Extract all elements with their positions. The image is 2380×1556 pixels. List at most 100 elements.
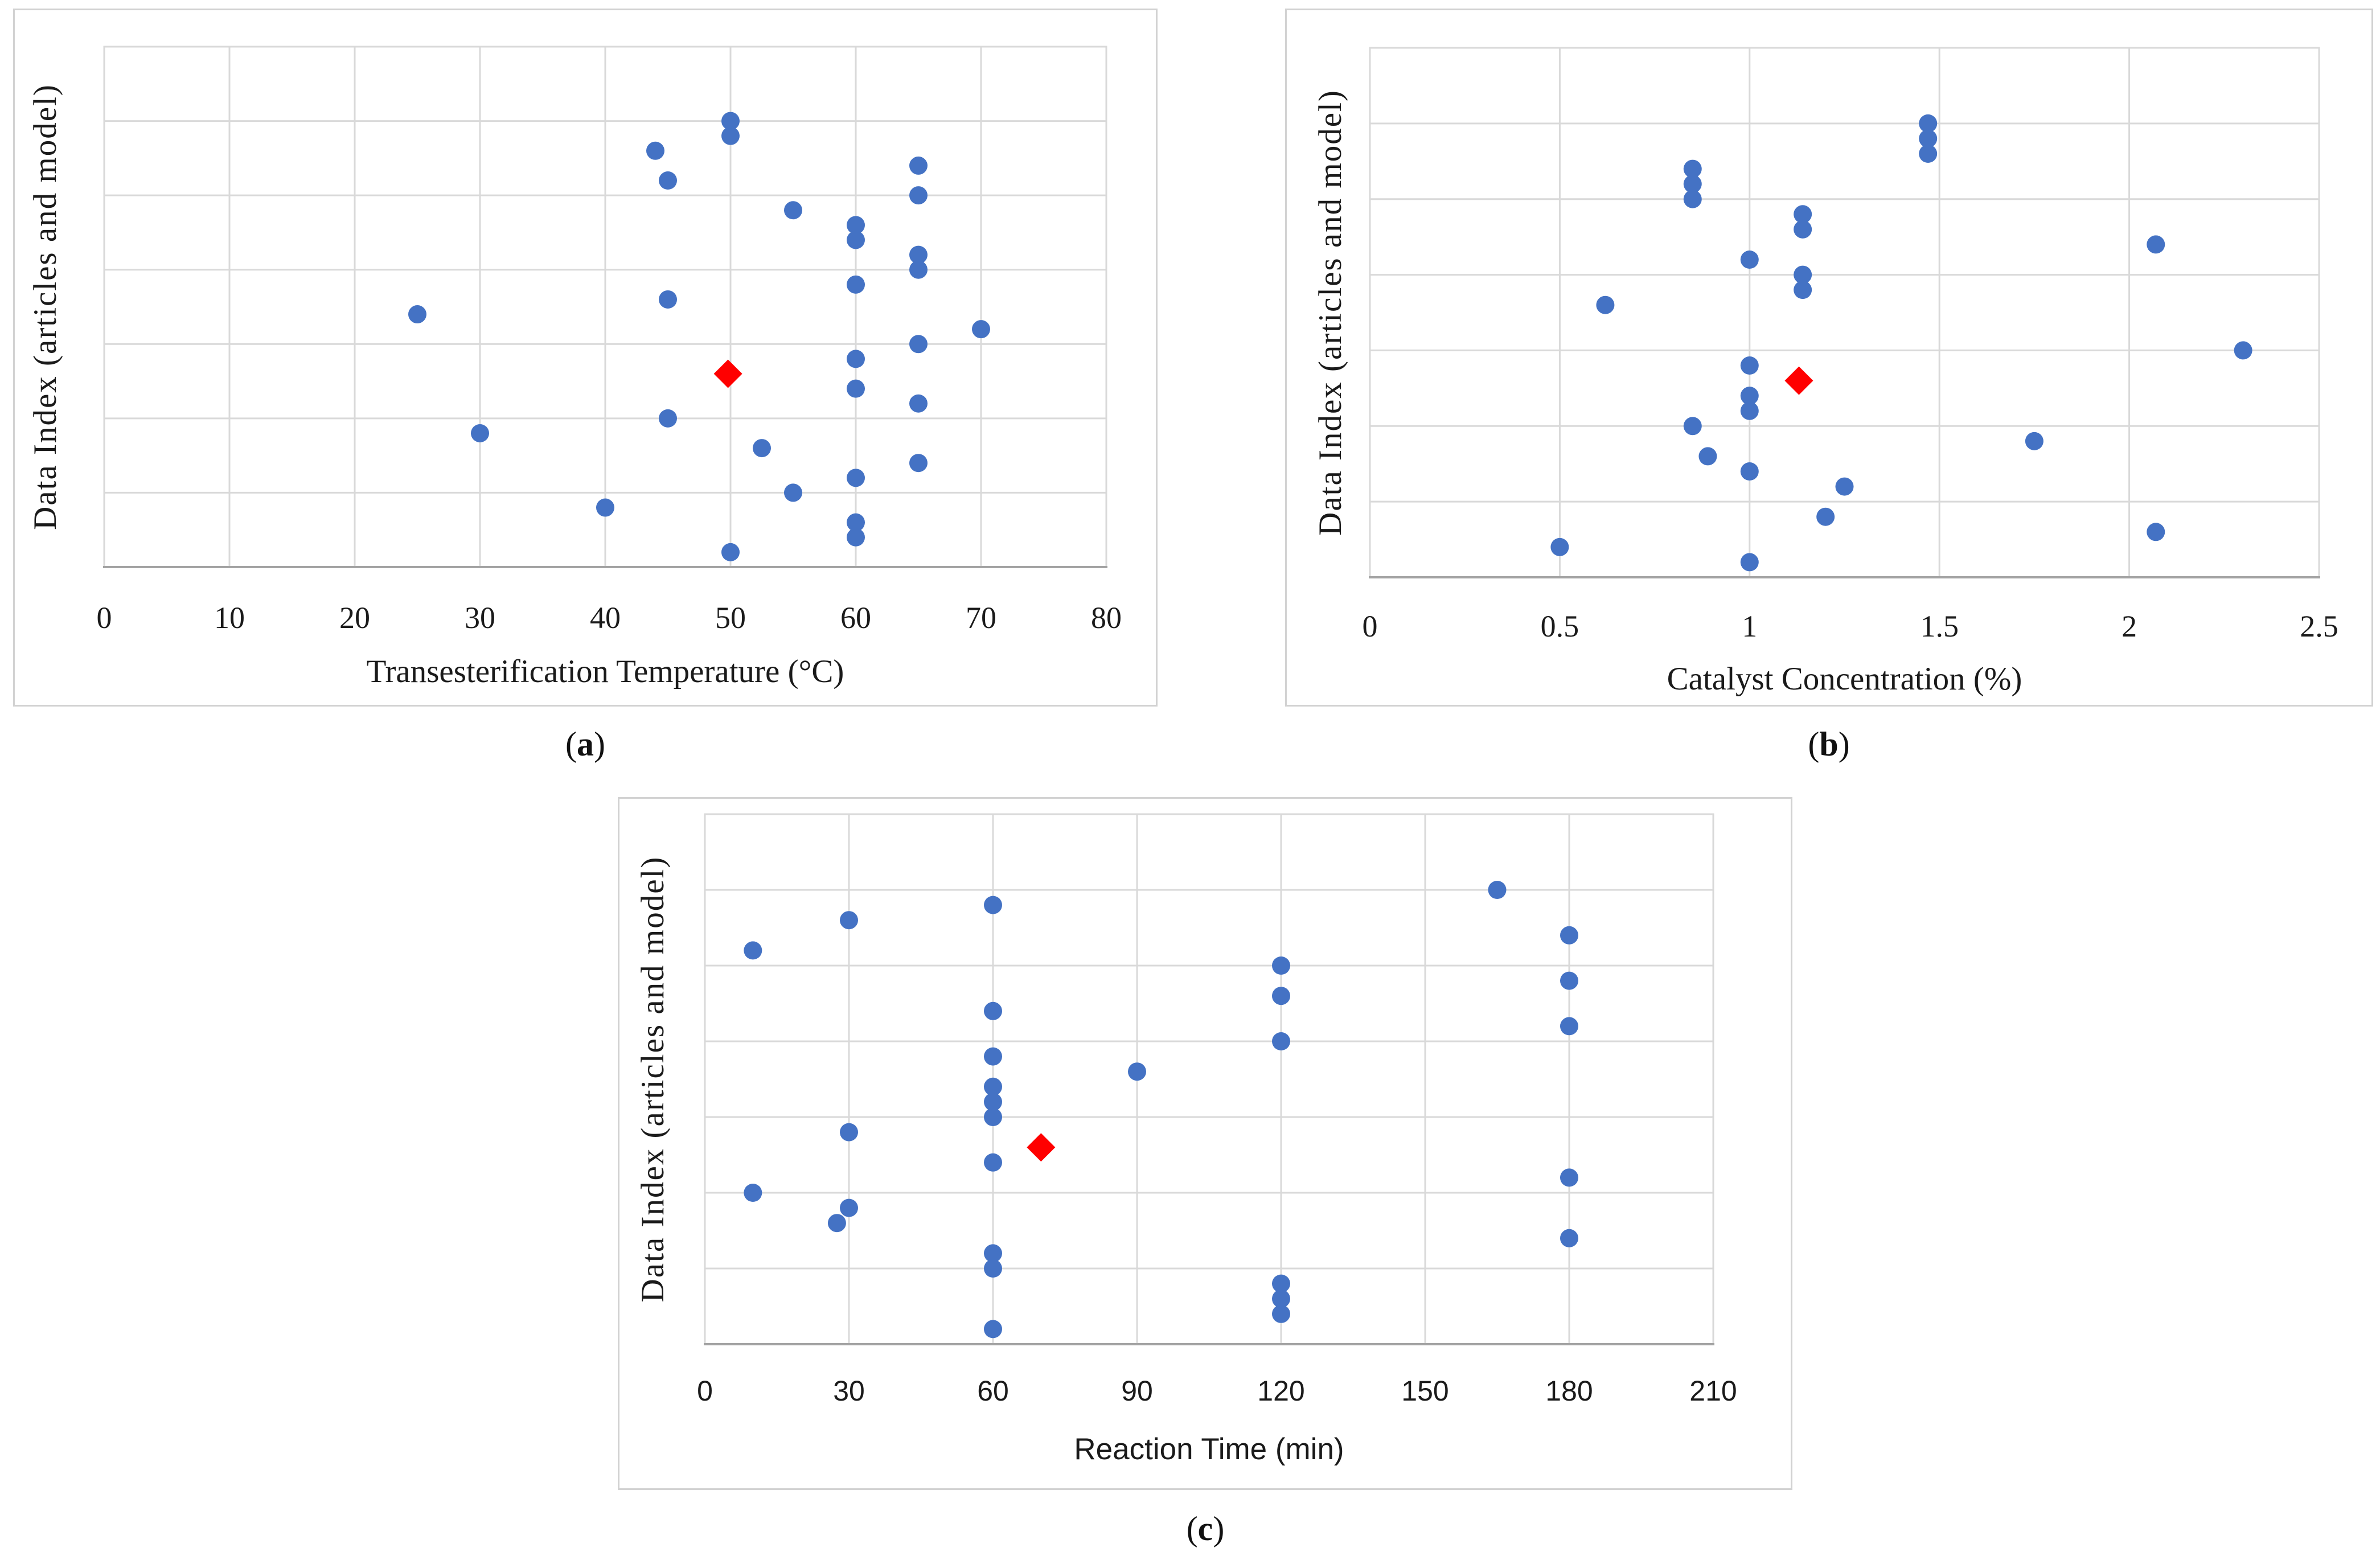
article-data-point bbox=[909, 156, 928, 175]
article-data-point bbox=[1272, 987, 1290, 1005]
caption-c-letter: c bbox=[1197, 1510, 1213, 1547]
chart-c-x-tick-label: 210 bbox=[1689, 1375, 1737, 1407]
chart-a-x-tick-label: 0 bbox=[97, 601, 112, 635]
article-data-point bbox=[972, 320, 990, 339]
chart-b-x-tick-labels: 0 0.5 1 1.5 2 2.5 bbox=[1363, 609, 2338, 643]
chart-c-x-tick-label: 90 bbox=[1121, 1375, 1153, 1407]
article-data-point bbox=[1919, 129, 1938, 148]
chart-c-x-axis-title: Reaction Time (min) bbox=[1074, 1432, 1344, 1466]
chart-c-gridlines bbox=[704, 813, 1714, 1344]
chart-a-x-tick-label: 80 bbox=[1091, 601, 1122, 635]
article-data-point bbox=[827, 1214, 846, 1233]
chart-a-x-tick-label: 40 bbox=[590, 601, 621, 635]
article-data-point bbox=[1272, 956, 1290, 975]
chart-a-x-tick-label: 60 bbox=[840, 601, 871, 635]
article-data-point bbox=[1683, 190, 1702, 208]
chart-a-series-model bbox=[713, 359, 742, 388]
chart-panel-a: 0 10 20 30 40 50 60 70 80 Transesterification Tem… bbox=[13, 9, 1158, 707]
chart-b-x-tick-label: 1 bbox=[1742, 609, 1757, 643]
caption-a-letter: a bbox=[577, 725, 594, 763]
article-data-point bbox=[847, 379, 865, 398]
chart-c-y-axis-title: Data Index (articles and model) bbox=[635, 856, 671, 1303]
article-data-point bbox=[659, 409, 677, 428]
article-data-point bbox=[909, 394, 928, 413]
chart-c-x-tick-label: 0 bbox=[697, 1375, 713, 1407]
article-data-point bbox=[840, 1198, 858, 1217]
article-data-point bbox=[2147, 523, 2165, 541]
article-data-point bbox=[659, 171, 677, 190]
article-data-point bbox=[1560, 1017, 1578, 1036]
caption-c-open: ( bbox=[1186, 1510, 1198, 1547]
chart-c-series-model bbox=[1027, 1133, 1056, 1162]
article-data-point bbox=[909, 260, 928, 279]
caption-b-close: ) bbox=[1838, 725, 1850, 763]
article-data-point bbox=[984, 1244, 1002, 1263]
chart-c-x-tick-label: 150 bbox=[1401, 1375, 1448, 1407]
article-data-point bbox=[847, 216, 865, 235]
article-data-point bbox=[1560, 926, 1578, 945]
article-data-point bbox=[1596, 295, 1615, 314]
chart-b-x-tick-label: 0 bbox=[1363, 609, 1378, 643]
article-data-point bbox=[984, 1153, 1002, 1172]
article-data-point bbox=[1740, 401, 1759, 420]
caption-b: (b) bbox=[1743, 724, 1914, 764]
article-data-point bbox=[1128, 1062, 1146, 1081]
chart-a-figure: 0 10 20 30 40 50 60 70 80 Transesterification Tem… bbox=[27, 46, 1122, 689]
chart-b-plot-area bbox=[1369, 47, 2320, 578]
article-data-point bbox=[840, 911, 858, 930]
chart-c-x-tick-label: 180 bbox=[1545, 1375, 1593, 1407]
chart-a-x-axis-title: Transesterification Temperature (°C) bbox=[367, 654, 844, 689]
article-data-point bbox=[847, 528, 865, 547]
article-data-point bbox=[909, 186, 928, 205]
article-data-point bbox=[1794, 265, 1812, 284]
article-data-point bbox=[1488, 881, 1507, 899]
chart-a-x-tick-label: 20 bbox=[339, 601, 370, 635]
chart-b-series-model bbox=[1784, 366, 1813, 395]
article-data-point bbox=[753, 439, 771, 458]
chart-b-figure: 0 0.5 1 1.5 2 2.5 Catalyst Concentration (%) Da… bbox=[1312, 47, 2338, 697]
caption-c-close: ) bbox=[1213, 1510, 1225, 1547]
article-data-point bbox=[1919, 145, 1938, 163]
chart-a-x-tick-label: 50 bbox=[715, 601, 746, 635]
article-data-point bbox=[847, 275, 865, 294]
article-data-point bbox=[984, 1320, 1002, 1339]
chart-c-plot-area bbox=[704, 813, 1714, 1345]
article-data-point bbox=[2147, 235, 2165, 254]
article-data-point bbox=[1740, 356, 1759, 375]
article-data-point bbox=[1816, 507, 1835, 526]
article-data-point bbox=[1560, 1229, 1578, 1247]
model-data-point bbox=[713, 359, 742, 388]
article-data-point bbox=[984, 1047, 1002, 1066]
chart-b-y-axis-title: Data Index (articles and model) bbox=[1312, 89, 1348, 536]
caption-b-letter: b bbox=[1819, 725, 1839, 763]
article-data-point bbox=[1794, 220, 1812, 239]
chart-b-x-tick-label: 1.5 bbox=[1920, 609, 1959, 643]
article-data-point bbox=[1794, 281, 1812, 299]
chart-a-x-tick-label: 70 bbox=[966, 601, 996, 635]
article-data-point bbox=[1560, 971, 1578, 990]
chart-b-x-tick-label: 2 bbox=[2122, 609, 2137, 643]
article-data-point bbox=[1740, 462, 1759, 481]
chart-c-series-articles bbox=[744, 881, 1578, 1339]
article-data-point bbox=[1740, 251, 1759, 269]
chart-b-x-tick-label: 2.5 bbox=[2300, 609, 2338, 643]
article-data-point bbox=[471, 424, 489, 442]
chart-panel-b: 0 0.5 1 1.5 2 2.5 Catalyst Concentration (%) Da… bbox=[1285, 9, 2373, 707]
caption-a: (a) bbox=[500, 724, 671, 764]
article-data-point bbox=[847, 231, 865, 249]
article-data-point bbox=[784, 201, 802, 220]
article-data-point bbox=[984, 896, 1002, 914]
article-data-point bbox=[596, 498, 614, 517]
article-data-point bbox=[984, 1077, 1002, 1096]
article-data-point bbox=[1272, 1290, 1290, 1308]
chart-b-x-tick-label: 0.5 bbox=[1541, 609, 1579, 643]
article-data-point bbox=[784, 483, 802, 502]
article-data-point bbox=[744, 941, 762, 960]
model-data-point bbox=[1027, 1133, 1056, 1162]
article-data-point bbox=[2025, 432, 2043, 450]
caption-b-open: ( bbox=[1808, 725, 1820, 763]
article-data-point bbox=[1683, 417, 1702, 436]
chart-b-series-articles bbox=[1550, 114, 2252, 572]
chart-b-x-axis-title: Catalyst Concentration (%) bbox=[1667, 661, 2022, 697]
article-data-point bbox=[408, 305, 426, 324]
